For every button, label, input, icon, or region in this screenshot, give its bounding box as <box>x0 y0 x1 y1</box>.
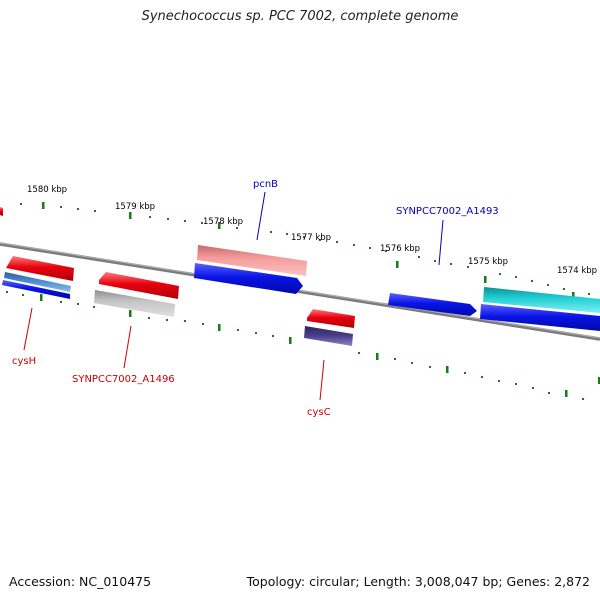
gene-feature[interactable] <box>194 263 303 294</box>
gene-features <box>0 207 600 346</box>
label-connectors <box>23 191 444 401</box>
gene-feature[interactable] <box>94 290 175 317</box>
genome-backbone <box>0 242 600 341</box>
gene-label-cysH: cysH <box>12 356 36 367</box>
outer-tick-track <box>20 203 590 295</box>
genome-summary-text: Topology: circular; Length: 3,008,047 bp… <box>246 574 590 589</box>
gene-label-cysC: cysC <box>307 407 331 418</box>
gene-feature[interactable] <box>2 280 70 299</box>
tick-label: 1578 kbp <box>203 217 243 227</box>
gene-feature[interactable] <box>0 207 3 216</box>
gene-feature[interactable] <box>4 272 71 292</box>
gene-labels: pcnB SYNPCC7002_A1493 cysH SYNPCC7002_A1… <box>12 179 499 418</box>
gene-feature[interactable] <box>483 287 600 313</box>
accession-text: Accession: NC_010475 <box>9 574 152 589</box>
tick-label: 1574 kbp <box>557 266 597 276</box>
gene-feature[interactable] <box>480 304 600 331</box>
tick-labels: 1580 kbp 1579 kbp 1578 kbp 1577 kbp 1576… <box>27 185 597 276</box>
inner-major-ticks <box>40 294 600 397</box>
tick-label: 1575 kbp <box>468 257 508 267</box>
gene-feature-cysC[interactable] <box>307 309 355 328</box>
gene-feature-cysH[interactable] <box>6 256 74 281</box>
gene-label-pcnB: pcnB <box>253 179 278 190</box>
gene-feature-SYNPCC7002_A1493[interactable] <box>388 293 477 316</box>
tick-label: 1579 kbp <box>115 202 155 212</box>
gene-feature-SYNPCC7002_A1496[interactable] <box>99 272 179 299</box>
tick-label: 1576 kbp <box>380 244 420 254</box>
map-title: Synechococcus sp. PCC 7002, complete gen… <box>141 9 459 24</box>
gene-feature[interactable] <box>304 326 353 346</box>
outer-major-ticks <box>42 202 575 299</box>
gene-label-SYNPCC7002_A1496: SYNPCC7002_A1496 <box>72 374 175 385</box>
gene-feature-pcnB[interactable] <box>197 245 307 276</box>
tick-label: 1580 kbp <box>27 185 67 195</box>
tick-label: 1577 kbp <box>291 233 331 243</box>
inner-tick-track <box>6 291 584 400</box>
gene-label-SYNPCC7002_A1493: SYNPCC7002_A1493 <box>396 206 499 217</box>
